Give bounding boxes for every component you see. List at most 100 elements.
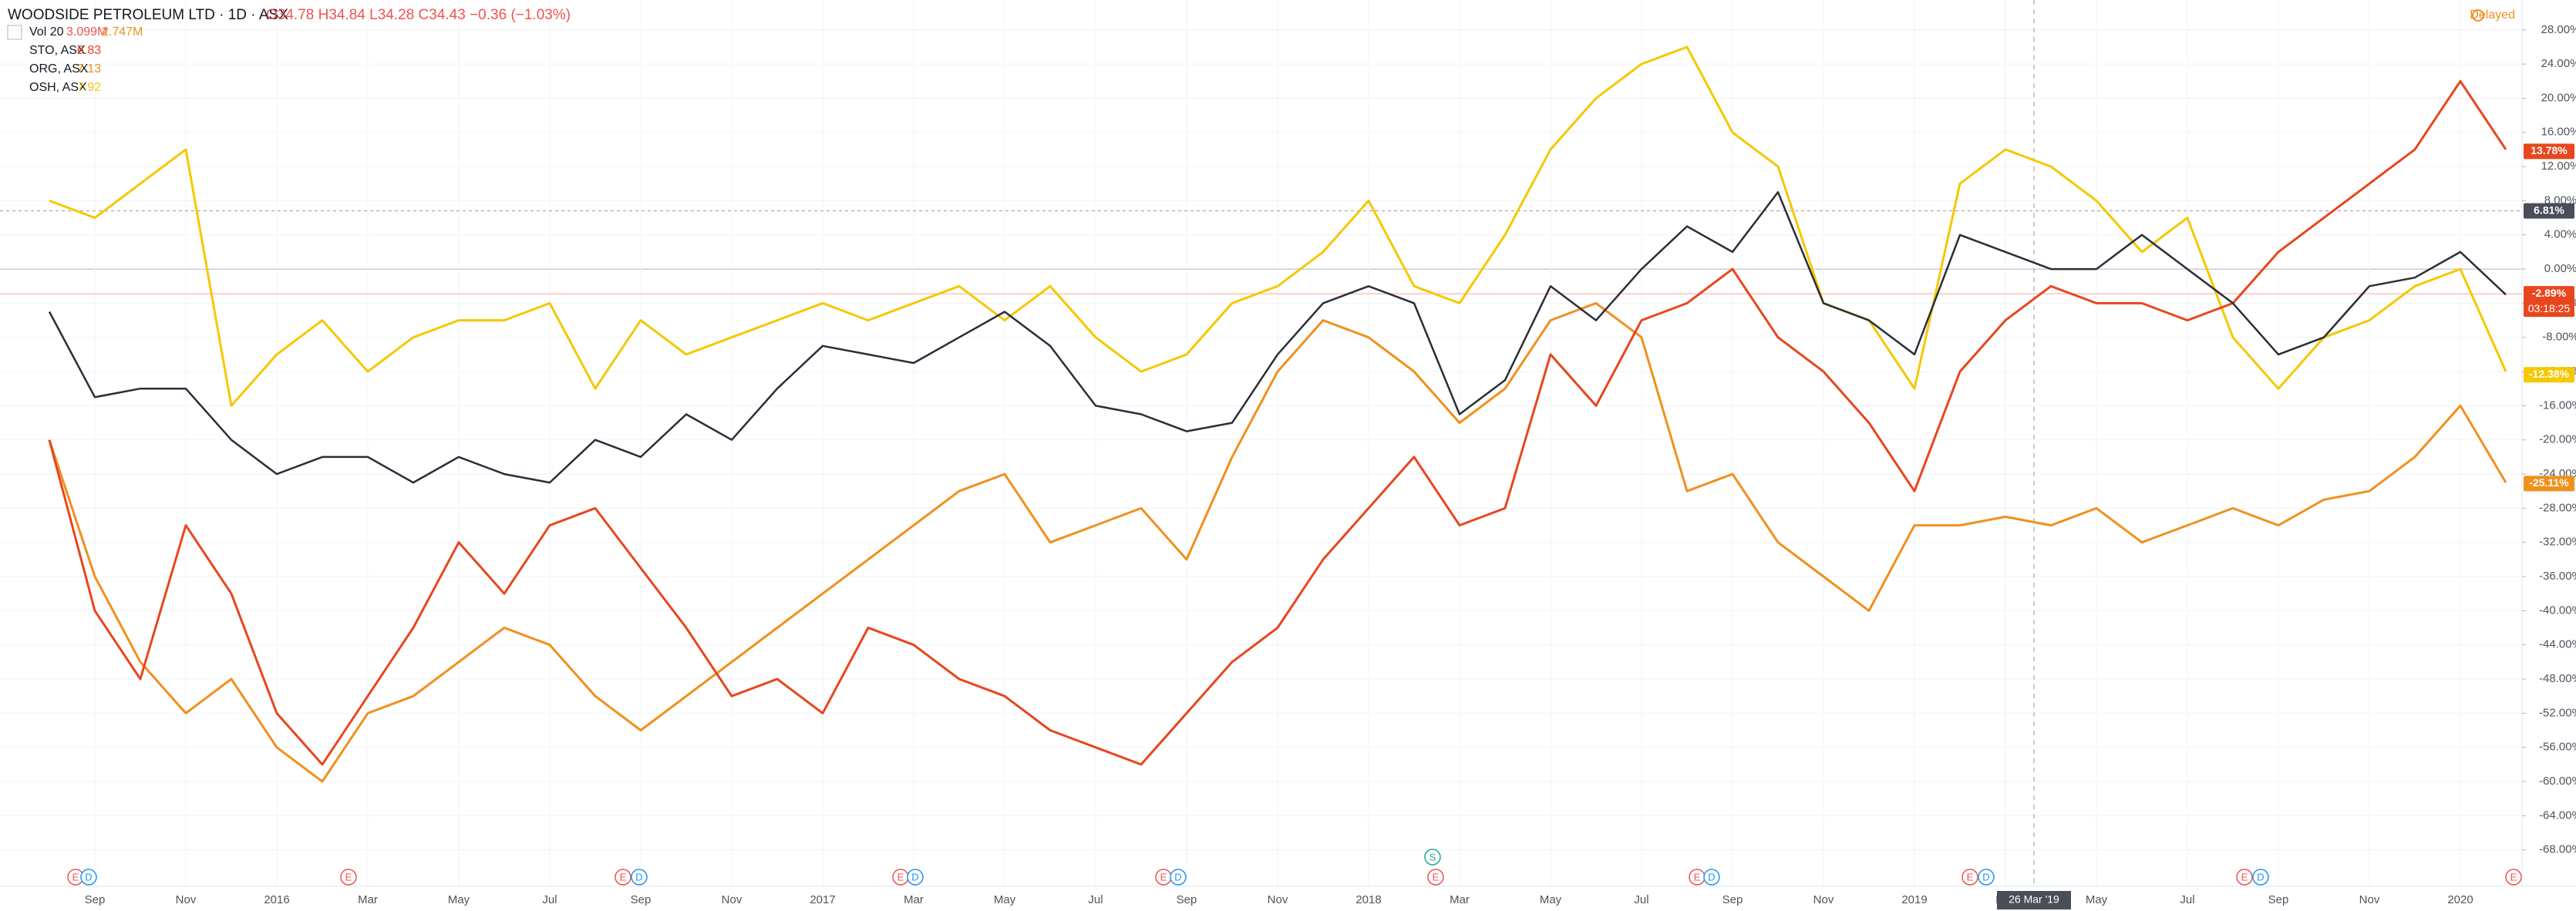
volume-value: 3.099M [66, 25, 107, 39]
price-badge [2524, 203, 2574, 219]
series-line [48, 301, 2507, 783]
event-marker [631, 869, 648, 886]
y-tick-label: 16.00% [2541, 126, 2576, 139]
x-tick-label: 2020 [2447, 893, 2473, 906]
event-marker [1978, 869, 1995, 886]
y-tick-label: 24.00% [2541, 57, 2576, 70]
y-tick-label: 28.00% [2541, 23, 2576, 36]
x-tick-label: Mar [1450, 893, 1470, 906]
event-label: D [85, 871, 92, 882]
x-tick-label: May [448, 893, 470, 906]
event-marker [340, 869, 357, 886]
y-tick-label: -52.00% [2539, 706, 2576, 719]
y-tick-label: -8.00% [2542, 331, 2576, 344]
legend-name: ORG, ASX [29, 62, 89, 76]
plot: E D E E D E D E DSE E D E D E D E [48, 45, 2522, 886]
y-tick-label: 20.00% [2541, 91, 2576, 104]
y-tick-label: -64.00% [2539, 808, 2576, 822]
x-tick-label: Mar [358, 893, 378, 906]
x-tick-label: 2017 [810, 893, 835, 906]
x-tick-label: May [1540, 893, 1562, 906]
price-badge-sub: 03:18:25 [2528, 302, 2571, 314]
x-tick-label: Jul [1634, 893, 1648, 906]
collapse-button[interactable] [7, 25, 22, 40]
x-tick-label: 2019 [1901, 893, 1927, 906]
x-tick-label: May [2086, 893, 2108, 906]
x-tick-label: Sep [2268, 893, 2289, 906]
price-badge-label: 13.78% [2531, 144, 2568, 156]
price-badge [2524, 143, 2574, 160]
x-tick-label: Jul [542, 893, 557, 906]
legend-name: STO, ASX [29, 44, 86, 57]
event-marker [1961, 869, 1978, 886]
x-tick-label: Nov [722, 893, 742, 906]
event-marker [2236, 869, 2253, 886]
event-marker [907, 869, 924, 886]
y-tick-label: -16.00% [2539, 398, 2576, 412]
x-tick-label: Sep [1722, 893, 1743, 906]
event-label: D [1708, 871, 1715, 882]
event-label: D [2257, 871, 2264, 882]
series-line [49, 45, 2507, 407]
legend-value: 7.13 [77, 62, 101, 76]
event-marker [615, 869, 631, 886]
event-marker [1170, 869, 1187, 886]
x-tick-label: Nov [1268, 893, 1288, 906]
y-tick-label: 4.00% [2544, 228, 2576, 241]
x-tick-label: Sep [1177, 893, 1197, 906]
event-label: E [620, 871, 627, 882]
legend: WOODSIDE PETROLEUM LTD · 1D · ASX O34.78… [7, 7, 2515, 94]
series-line [48, 79, 2507, 766]
y-tick-label: -20.00% [2539, 433, 2576, 446]
crosshair-label: 26 Mar '19 [2009, 893, 2059, 906]
x-tick-label: Sep [631, 893, 652, 906]
price-badge-label: -2.89% [2532, 287, 2567, 299]
x-tick-label: Nov [176, 893, 197, 906]
series-line [48, 191, 2507, 484]
y-tick-label: -32.00% [2539, 536, 2576, 549]
event-label: S [1429, 851, 1436, 862]
y-tick-label: -56.00% [2539, 741, 2576, 754]
x-tick-label: May [994, 893, 1016, 906]
y-tick-label: -60.00% [2539, 775, 2576, 788]
x-tick-label: Nov [1813, 893, 1834, 906]
event-marker [1703, 869, 1720, 886]
event-marker [2252, 869, 2269, 886]
event-label: E [2241, 871, 2248, 882]
event-label: E [897, 871, 904, 882]
event-label: E [345, 871, 352, 882]
event-label: D [635, 871, 642, 882]
event-label: E [2510, 871, 2517, 882]
price-badge-label: -25.11% [2529, 476, 2569, 489]
price-badge [2524, 367, 2574, 383]
y-tick-label: -48.00% [2539, 672, 2576, 685]
event-marker [80, 869, 97, 886]
price-badge-label: 6.81% [2534, 203, 2564, 216]
y-tick-label: 0.00% [2544, 262, 2576, 275]
event-marker [2505, 869, 2522, 886]
x-tick-label: Jul [1088, 893, 1103, 906]
event-label: D [1982, 871, 1989, 882]
volume-value: 2.747M [102, 25, 143, 39]
price-badge [2524, 286, 2574, 318]
ohlc: O34.78 H34.84 L34.28 C34.43 −0.36 (−1.03… [266, 7, 571, 23]
event-label: E [72, 871, 79, 882]
y-tick-label: -28.00% [2539, 501, 2576, 514]
x-tick-label: 2018 [1355, 893, 1381, 906]
y-tick-label: 12.00% [2541, 160, 2576, 173]
price-badge-label: -12.38% [2529, 368, 2570, 380]
event-marker [1427, 869, 1444, 886]
legend-name: OSH, ASX [29, 81, 87, 94]
legend-value: 6.83 [77, 44, 101, 57]
volume-label: Vol 20 [29, 25, 64, 39]
event-label: E [1433, 871, 1440, 882]
crosshair-label-bg [1997, 891, 2071, 909]
y-tick-label: -40.00% [2539, 603, 2576, 617]
y-tick-label: -36.00% [2539, 570, 2576, 583]
x-tick-label: Mar [904, 893, 924, 906]
x-tick-label: 2016 [264, 893, 289, 906]
status-icon [2472, 9, 2484, 22]
event-marker [1424, 849, 1441, 866]
